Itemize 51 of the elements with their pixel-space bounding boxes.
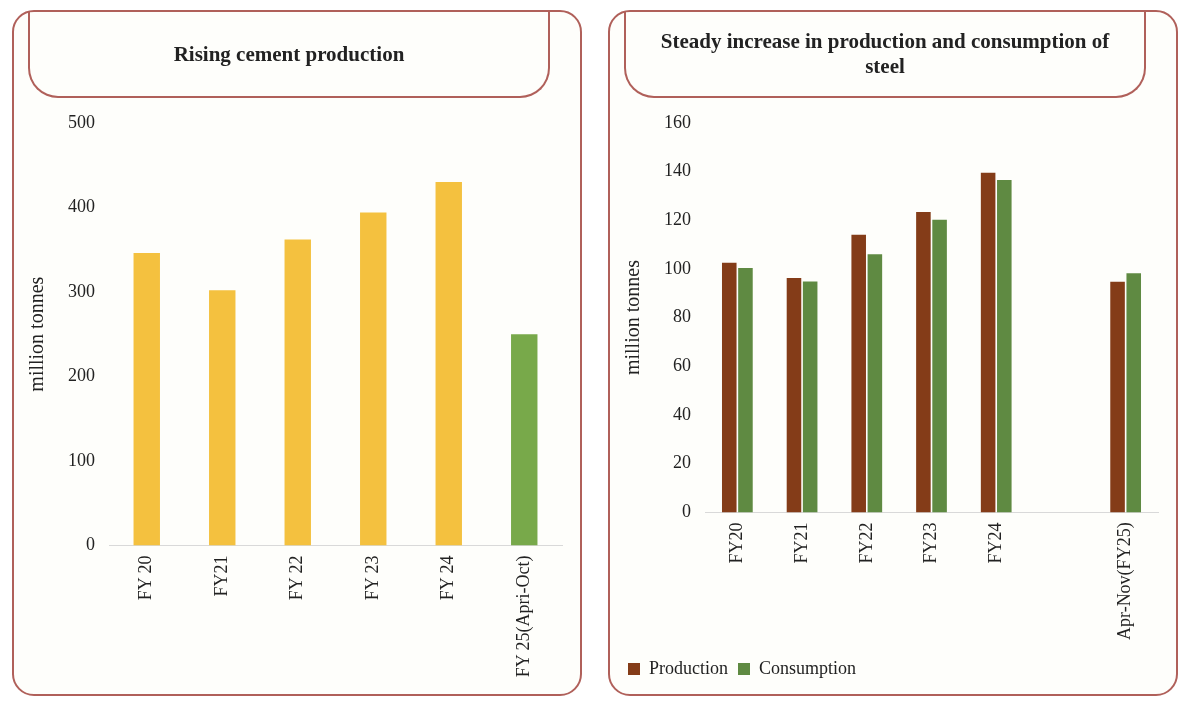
bar [209,290,236,546]
legend-label: Consumption [759,657,857,678]
y-tick-label: 100 [664,257,691,278]
x-tick-label: FY21 [790,522,811,564]
y-tick-label: 20 [673,452,691,473]
bar [1126,273,1142,513]
x-tick-label: FY 25(Apri-Oct) [512,555,534,678]
y-axis-title: million tonnes [621,259,644,376]
y-tick-label: 140 [664,160,691,181]
x-tick-label: FY 24 [437,555,458,601]
bar [851,234,866,513]
y-tick-label: 60 [673,355,691,376]
x-tick-label: FY 23 [361,555,382,601]
y-tick-label: 40 [673,403,691,424]
y-axis-title: million tonnes [25,276,48,392]
y-tick-label: 200 [68,365,95,386]
y-tick-label: 500 [68,111,95,132]
bar [997,180,1012,513]
y-tick-label: 0 [86,534,95,555]
bar [721,262,737,513]
x-tick-label: FY 22 [286,555,307,601]
y-tick-label: 80 [673,306,691,327]
y-tick-label: 100 [68,449,95,470]
x-tick-label: FY20 [726,522,747,564]
legend-label: Production [649,657,728,678]
bar [511,334,538,546]
y-tick-label: 0 [682,501,691,522]
x-tick-label: FY21 [210,555,231,597]
y-tick-label: 120 [664,208,691,229]
chart-title: Steady increase in production and consumption of steel [624,12,1146,98]
bar [133,253,160,546]
bar [932,219,947,513]
bar [738,267,753,513]
bar [435,181,462,546]
bar [867,254,883,513]
x-tick-label: FY22 [855,522,876,564]
bar [786,277,802,513]
bar [360,212,387,546]
bar [1110,281,1125,513]
bar [802,281,818,513]
x-tick-label: FY 20 [135,555,156,601]
chart-title: Rising cement production [28,12,550,98]
bar [980,172,996,513]
bar [916,211,931,513]
x-tick-label: FY23 [920,522,941,564]
y-tick-label: 400 [68,196,95,217]
x-tick-label: Apr-Nov(FY25) [1114,522,1136,640]
x-tick-label: FY24 [984,522,1005,564]
y-tick-label: 160 [664,111,691,132]
y-tick-label: 300 [68,280,95,301]
bar [284,239,311,546]
